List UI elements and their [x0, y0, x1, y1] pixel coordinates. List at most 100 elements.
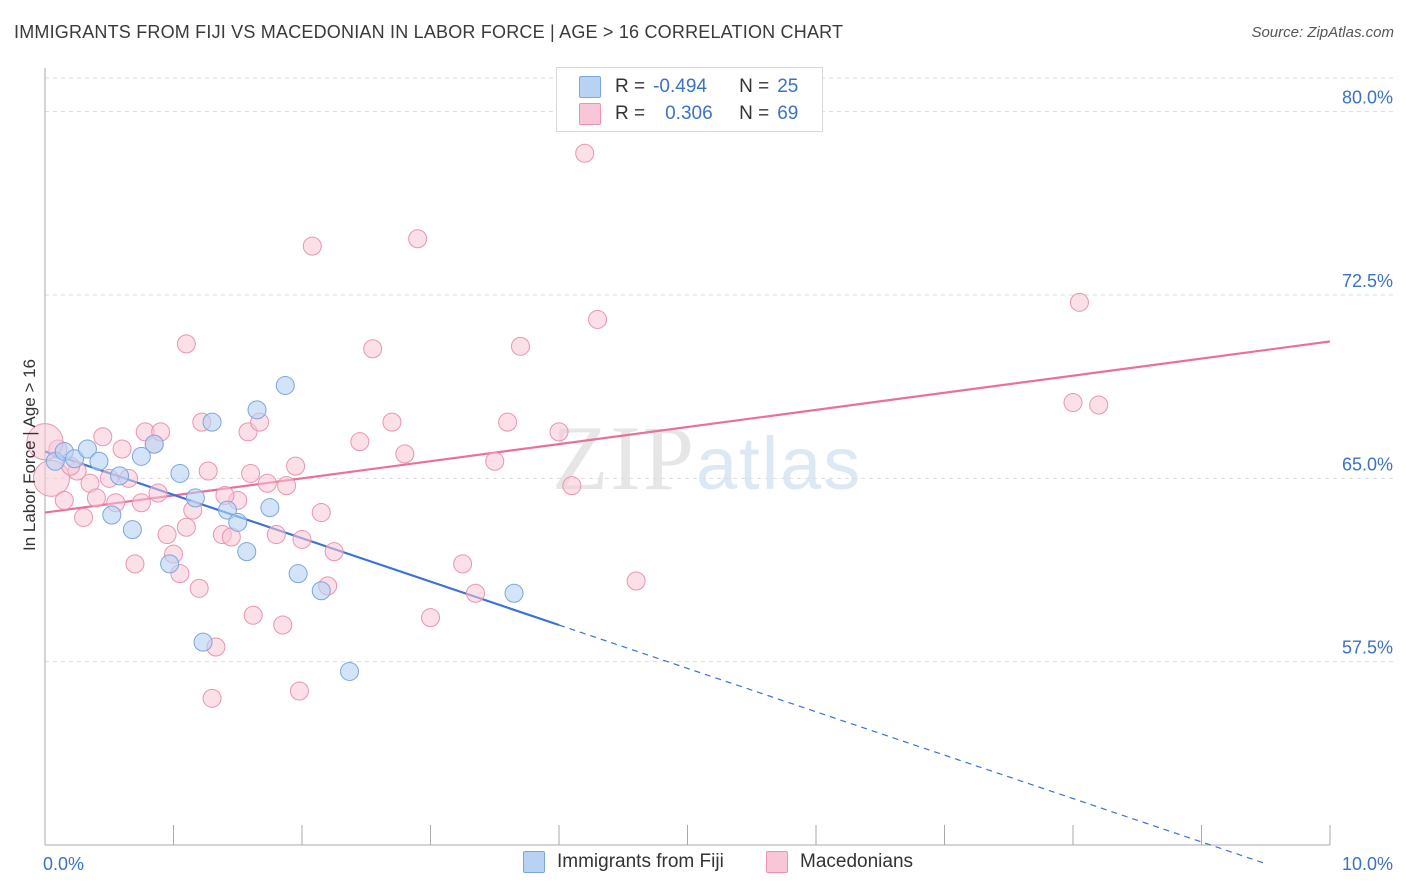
macedonian-point: [176, 334, 196, 354]
fiji-point: [110, 466, 130, 486]
macedonian-point: [498, 412, 518, 432]
fiji-point: [102, 505, 122, 525]
macedonian-point: [273, 615, 293, 635]
macedonian-point: [1089, 395, 1109, 415]
legend-n-label: N =: [739, 103, 770, 124]
fiji-trend-extrapolation: [558, 624, 1266, 865]
fiji-point: [275, 375, 295, 395]
trend-lines: [44, 340, 1331, 865]
macedonian-point: [112, 439, 132, 459]
macedonian-point: [588, 309, 608, 329]
macedonian-point: [549, 422, 569, 442]
macedonian-point: [74, 507, 94, 527]
macedonian-point: [292, 529, 312, 549]
macedonian-point: [562, 476, 582, 496]
legend-n-label: N =: [739, 76, 770, 97]
legend-swatch-fiji: [523, 851, 545, 873]
legend-row-macedonians: R = 0.306 N = 69: [579, 101, 798, 127]
fiji-point: [170, 463, 190, 483]
macedonian-point: [1063, 393, 1083, 413]
fiji-point: [77, 439, 97, 459]
macedonian-point: [176, 517, 196, 537]
fiji-point: [217, 500, 237, 520]
macedonian-point: [257, 473, 277, 493]
legend-swatch-fiji: [579, 76, 601, 98]
y-tick-label: 65.0%: [1342, 454, 1393, 474]
gridlines: [45, 77, 1393, 663]
legend-n-value: 25: [777, 76, 799, 97]
macedonian-point: [148, 483, 168, 503]
macedonian-point: [465, 583, 485, 603]
fiji-point: [202, 412, 222, 432]
fiji-point: [131, 446, 151, 466]
tick-labels: 57.5% 65.0% 72.5% 80.0% 0.0% 10.0%: [43, 88, 1393, 874]
axes: [44, 68, 1331, 846]
macedonian-point: [324, 542, 344, 562]
y-tick-label: 72.5%: [1342, 271, 1393, 291]
legend-r-value: -0.494: [653, 76, 707, 97]
macedonian-point: [510, 336, 530, 356]
fiji-point: [185, 488, 205, 508]
legend-label-fiji: Immigrants from Fiji: [557, 851, 724, 872]
source-label: Source: ZipAtlas.com: [1251, 24, 1394, 41]
x-tick-label-min: 0.0%: [43, 854, 84, 874]
macedonian-point: [243, 605, 263, 625]
macedonian-point: [286, 456, 306, 476]
legend-r-label: R =: [615, 76, 646, 97]
x-tick-label-max: 10.0%: [1342, 854, 1393, 874]
legend-swatch-macedonians: [766, 851, 788, 873]
fiji-point: [160, 554, 180, 574]
macedonian-point: [302, 236, 322, 256]
fiji-point: [89, 451, 109, 471]
y-tick-label: 57.5%: [1342, 638, 1393, 658]
macedonian-point: [157, 525, 177, 545]
legend-r-label: R =: [615, 103, 646, 124]
macedonian-point: [241, 463, 261, 483]
legend-item-macedonians: Macedonians: [766, 851, 913, 873]
macedonian-point: [198, 461, 218, 481]
fiji-point: [122, 520, 142, 540]
legend-swatch-macedonians: [579, 103, 601, 125]
macedonian-point: [626, 571, 646, 591]
data-points: [26, 143, 1109, 708]
macedonian-point: [350, 432, 370, 452]
macedonian-point: [363, 339, 383, 359]
y-tick-label: 80.0%: [1342, 88, 1393, 108]
fiji-point: [237, 542, 257, 562]
macedonian-point: [131, 493, 151, 513]
macedonian-point: [395, 444, 415, 464]
macedonian-point: [575, 143, 595, 163]
legend-r-value: 0.306: [665, 103, 713, 124]
fiji-point: [260, 498, 280, 518]
fiji-point: [288, 564, 308, 584]
fiji-point: [504, 583, 524, 603]
macedonian-point: [125, 554, 145, 574]
fiji-point: [228, 512, 248, 532]
macedonian-point: [421, 608, 440, 628]
macedonian-point: [1069, 292, 1089, 312]
fiji-point: [65, 449, 85, 469]
legend-label-macedonians: Macedonians: [800, 851, 914, 872]
fiji-point: [144, 434, 164, 454]
macedonian-point: [26, 423, 64, 461]
chart-title: IMMIGRANTS FROM FIJI VS MACEDONIAN IN LA…: [14, 22, 844, 42]
macedonian-point: [86, 488, 106, 508]
legend-item-fiji: Immigrants from Fiji: [523, 851, 724, 873]
macedonian-point: [266, 525, 286, 545]
macedonian-point: [93, 427, 113, 447]
macedonian-point: [277, 476, 297, 496]
fiji-point: [340, 661, 360, 681]
macedonian-point: [453, 554, 473, 574]
macedonian-point: [54, 490, 74, 510]
macedonian-point: [202, 688, 222, 708]
y-axis-label: In Labor Force | Age > 16: [20, 358, 39, 552]
legend-row-fiji: R = -0.494 N = 25: [579, 74, 798, 100]
correlation-legend: R = -0.494 N = 25 R = 0.306 N = 69: [556, 67, 823, 132]
macedonian-point: [408, 229, 428, 249]
macedonian-point: [289, 681, 309, 701]
macedonian-point: [382, 412, 402, 432]
macedonian-point: [189, 578, 209, 598]
watermark-atlas: atlas: [696, 422, 863, 505]
macedonian-point: [311, 503, 331, 523]
